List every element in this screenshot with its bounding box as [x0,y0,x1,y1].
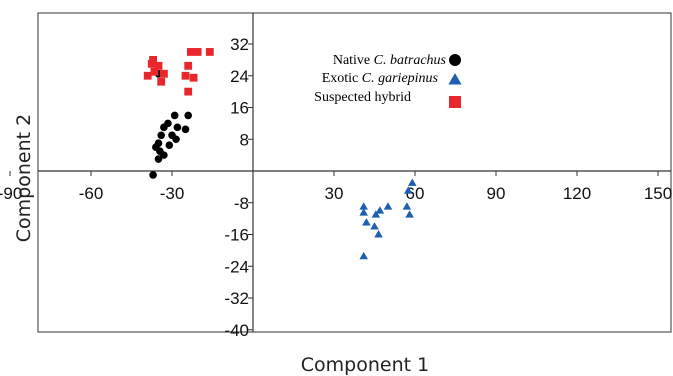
native-point [170,111,179,120]
y-tick-label: 24 [230,67,249,86]
native-point [154,155,163,163]
exotic-point [374,230,383,238]
plot-frame [37,12,672,333]
x-tick-label: -90 [0,184,22,203]
native-point [157,131,165,140]
native-point [160,151,168,159]
native-point [184,111,192,120]
y-tick-label: 16 [230,99,249,118]
legend-label: Exotic C. gariepinus [322,71,439,86]
y-tick-label: -40 [224,321,249,340]
legend-label: Native C. batrachus [333,53,447,68]
legend-marker [449,54,461,66]
hybrid-point [147,59,156,68]
exotic-point [405,210,414,218]
exotic-point [375,206,385,214]
x-tick-label: 90 [487,184,506,203]
native-point [181,125,190,134]
exotic-point [362,218,371,226]
hybrid-point [149,55,157,64]
x-tick-label: 30 [325,184,344,203]
exotic-point [403,186,413,194]
exotic-point [359,202,368,210]
exotic-point [359,208,368,216]
native-point [160,123,168,132]
legend-label: Suspected hybrid [314,90,411,105]
exotic-point [383,202,393,210]
x-tick-label: -60 [79,184,104,203]
legend-marker [449,96,461,108]
x-tick-label: 60 [406,184,425,203]
y-tick-label: -8 [234,194,249,213]
native-point [173,123,182,132]
exotic-point [359,251,368,260]
y-tick-label: 32 [230,35,249,54]
native-point [165,141,174,150]
hybrid-point [157,77,166,86]
native-point [149,171,157,179]
hybrid-point [184,87,193,96]
hybrid-point [150,67,159,76]
exotic-point [408,178,417,186]
native-point [172,135,180,144]
hybrid-point [205,48,214,56]
exotic-point [371,210,381,218]
exotic-point [370,222,379,230]
hybrid-point [154,61,163,70]
hybrid-point [193,48,202,56]
hybrid-point [187,48,195,56]
x-axis-title: Component 1 [301,354,429,376]
hybrid-point [160,69,168,78]
y-tick-label: -24 [224,257,249,276]
y-tick-label: -16 [224,226,249,245]
y-axis-title: Component 2 [13,114,35,242]
x-tick-label: -30 [160,184,185,203]
x-tick-label: 120 [563,184,591,203]
hybrid-point [143,71,152,80]
hybrid-point [184,61,193,70]
legend-marker [448,73,462,85]
exotic-point [402,202,412,210]
y-tick-label: 8 [240,130,249,149]
y-tick-label: -32 [224,289,249,308]
x-tick-label: 150 [644,184,672,203]
hybrid-point [189,73,198,82]
hybrid-point [181,71,190,80]
